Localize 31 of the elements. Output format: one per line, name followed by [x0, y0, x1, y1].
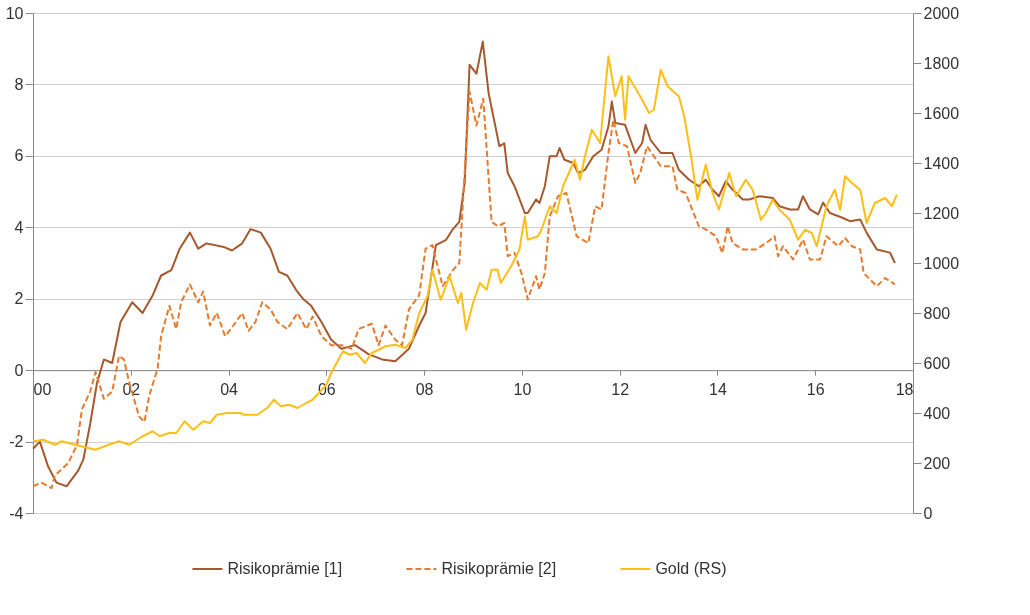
y-tick-label: 0 — [14, 361, 24, 379]
y-tick-label: 2 — [14, 290, 24, 308]
x-tick-label: 14 — [709, 380, 727, 398]
y-tick-label: -4 — [9, 504, 24, 522]
x-tick-label: 04 — [220, 380, 239, 398]
y2-tick-label: 600 — [923, 354, 951, 372]
legend-label: Risikoprämie [1] — [227, 560, 343, 577]
y-tick-label: 4 — [14, 218, 24, 236]
x-tick-label: 10 — [513, 380, 532, 398]
y2-tick-label: 800 — [923, 304, 951, 322]
legend-label: Gold (RS) — [655, 560, 727, 577]
y2-tick-label: 1000 — [923, 254, 960, 272]
y2-tick-label: 200 — [923, 454, 951, 472]
y2-tick-label: 1600 — [923, 104, 960, 122]
y-tick-label: 10 — [5, 4, 24, 22]
y2-tick-label: 1800 — [923, 54, 960, 72]
x-tick-label: 00 — [33, 380, 52, 398]
x-tick-label: 16 — [806, 380, 825, 398]
legend-label: Risikoprämie [2] — [441, 560, 557, 577]
x-tick-label: 18 — [895, 380, 914, 398]
x-tick-label: 08 — [415, 380, 434, 398]
y-tick-label: 8 — [14, 75, 24, 93]
y2-tick-label: 1200 — [923, 204, 960, 222]
x-tick-label: 02 — [122, 380, 141, 398]
y2-tick-label: 400 — [923, 404, 951, 422]
y2-tick-label: 0 — [923, 504, 933, 522]
y2-tick-label: 1400 — [923, 154, 960, 172]
y2-tick-label: 2000 — [923, 4, 960, 22]
y-tick-label: 6 — [14, 147, 24, 165]
y-tick-label: -2 — [9, 433, 24, 451]
x-tick-label: 12 — [611, 380, 630, 398]
